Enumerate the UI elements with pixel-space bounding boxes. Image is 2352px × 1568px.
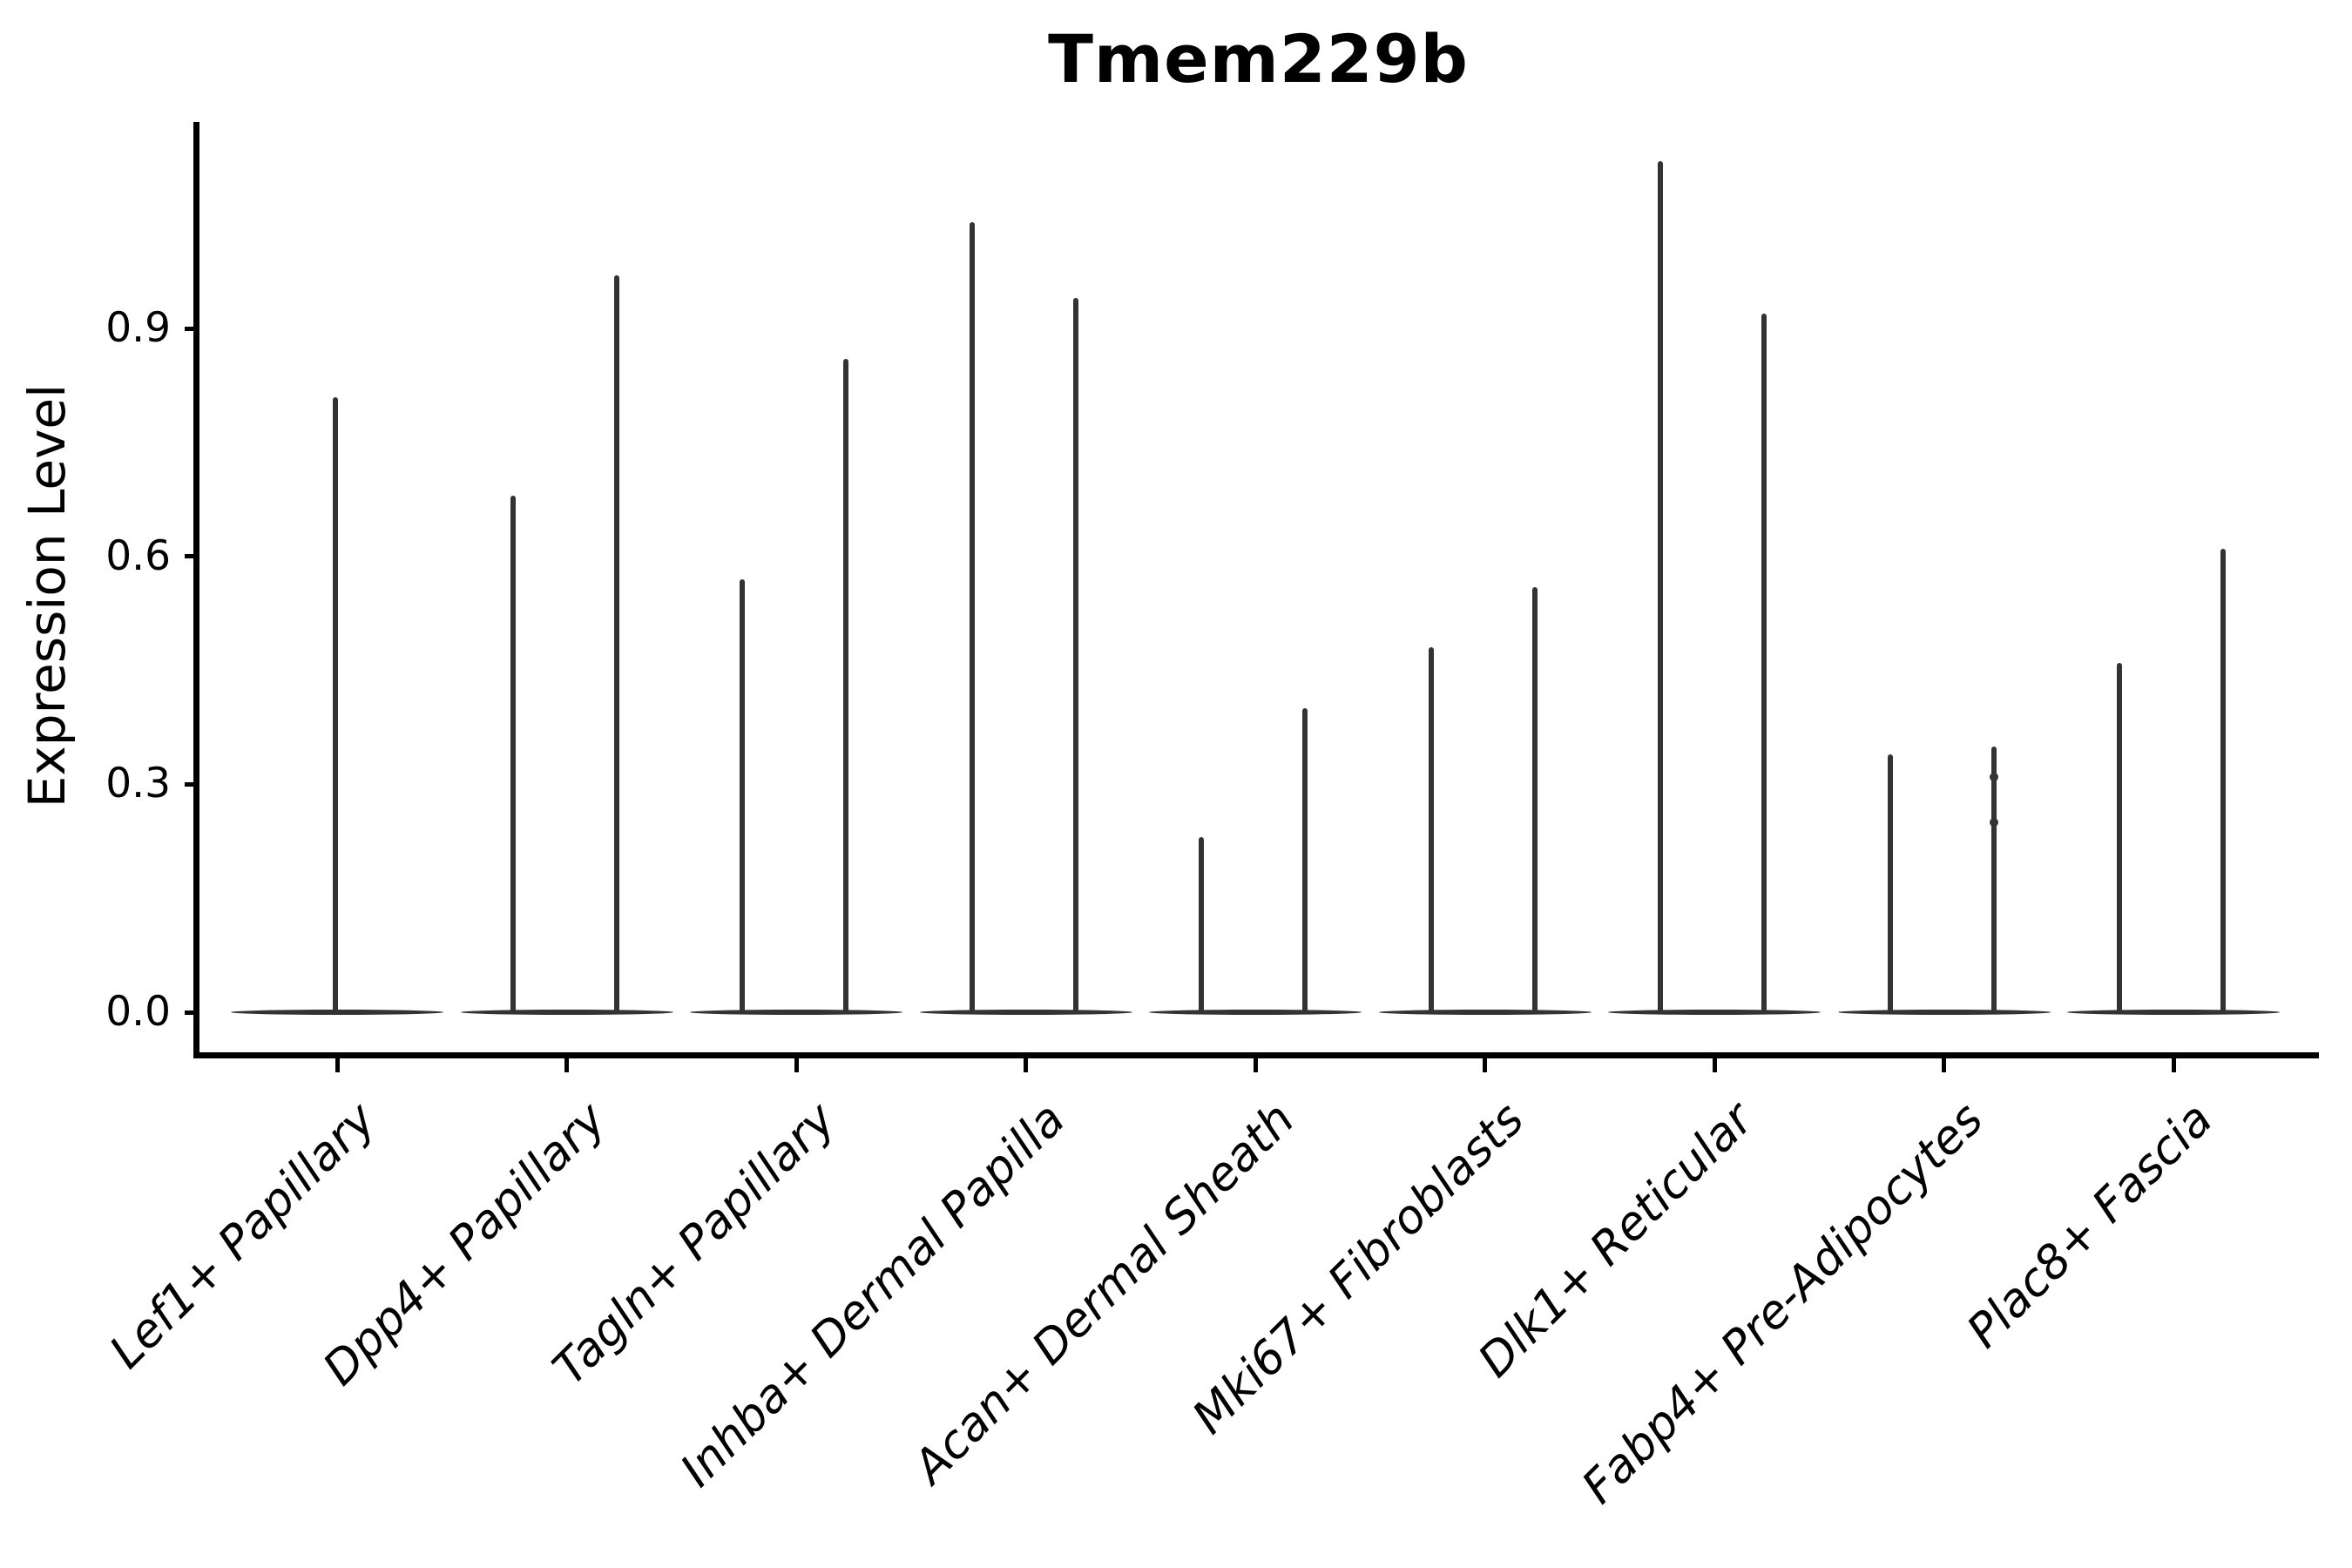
violin-spike [1072,298,1078,1014]
x-tick-mark [794,1058,799,1072]
y-tick-label: 0.9 [105,304,171,353]
chart-title: Tmem229b [1048,20,1469,98]
y-axis-label: Expression Level [17,383,77,808]
x-tick-mark [1253,1058,1258,1072]
y-tick-label: 0.6 [105,531,171,580]
violin-base [1149,1010,1362,1015]
violin-base [1837,1010,2051,1015]
x-tick-mark [1712,1058,1717,1072]
violin-spike [1658,161,1663,1014]
violin-base [1378,1010,1592,1015]
expression-point [1989,772,1998,781]
violin-spike [843,359,848,1014]
violin-spike [613,275,619,1014]
violin-spike [2117,662,2122,1014]
y-tick-mark [185,1010,199,1015]
violin-spike [1990,746,1997,1014]
y-tick-label: 0.3 [105,760,171,808]
violin-spike [740,578,745,1014]
violin-spike [333,396,338,1014]
y-tick-label: 0.0 [105,988,171,1036]
violin-spike [1531,586,1538,1014]
x-tick-mark [1942,1058,1946,1072]
violin-base [919,1010,1132,1015]
violin-spike [1428,647,1434,1014]
expression-point [1989,818,1998,827]
y-tick-mark [185,554,199,559]
violin-base [690,1010,902,1015]
violin-spike [1887,754,1893,1014]
violin-spike [969,222,975,1014]
violin-spike [2220,549,2226,1014]
x-tick-label: Inhba+ Dermal Papilla [670,1092,1075,1497]
x-axis-spine [193,1052,2319,1058]
x-tick-label: Plac8+ Fascia [1957,1092,2223,1359]
violin-spike [1199,837,1204,1014]
violin-base [1608,1010,1821,1015]
x-tick-mark [2171,1058,2176,1072]
y-axis-spine [193,122,199,1058]
violin-base [2067,1010,2280,1015]
violin-base [460,1010,673,1015]
violin-spike [510,496,516,1014]
x-tick-mark [335,1058,340,1072]
x-tick-mark [1024,1058,1028,1072]
x-tick-mark [1483,1058,1487,1072]
y-tick-mark [185,326,199,331]
x-tick-label: Fabp4+ Pre-Adipocytes [1571,1092,1993,1514]
y-tick-mark [185,781,199,787]
violin-spike [1302,708,1308,1014]
violin-spike [1761,313,1767,1014]
x-tick-label: Acan+ Dermal Sheath [902,1092,1305,1494]
x-tick-mark [564,1058,569,1072]
